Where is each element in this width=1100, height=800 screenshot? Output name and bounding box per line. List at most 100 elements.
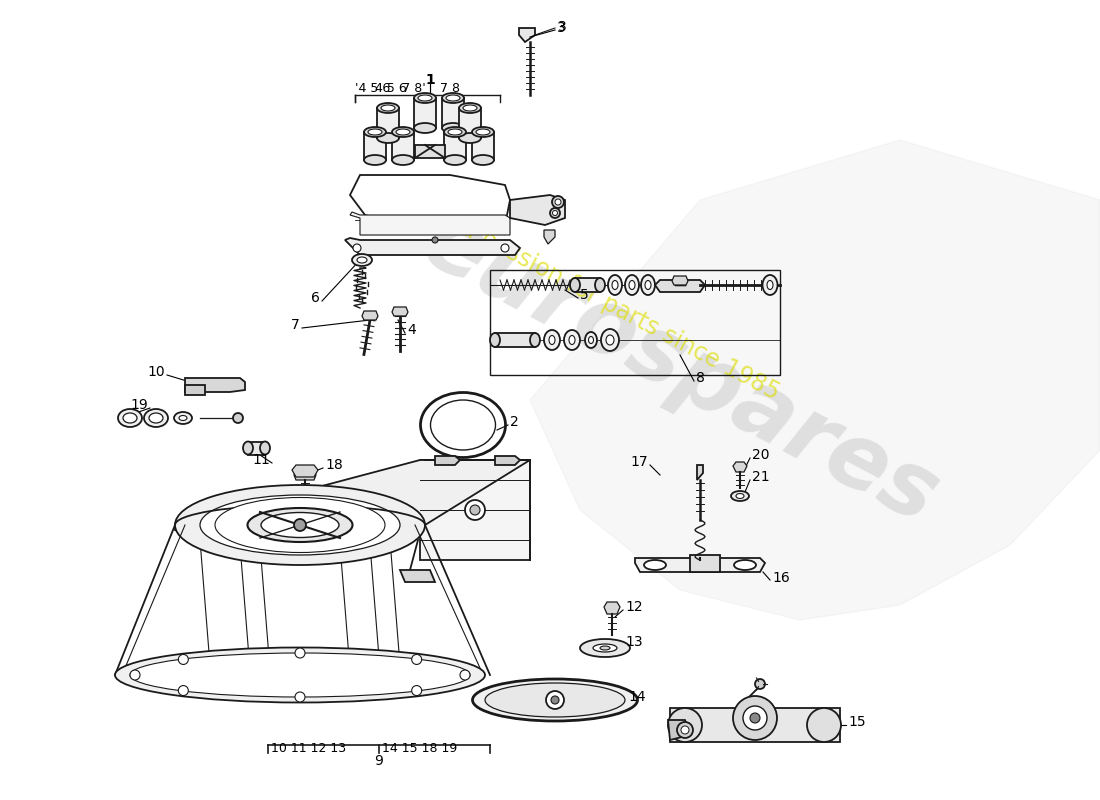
Ellipse shape: [444, 127, 466, 137]
Ellipse shape: [644, 560, 666, 570]
Polygon shape: [690, 555, 721, 572]
Text: 10: 10: [147, 365, 165, 379]
Ellipse shape: [116, 647, 485, 702]
Ellipse shape: [418, 95, 432, 101]
Text: 6: 6: [311, 291, 320, 305]
Circle shape: [465, 500, 485, 520]
Polygon shape: [414, 98, 436, 128]
Text: 5: 5: [580, 288, 588, 302]
Text: 18: 18: [324, 458, 343, 472]
Polygon shape: [294, 471, 316, 480]
Polygon shape: [670, 708, 840, 742]
Text: 19: 19: [130, 398, 148, 412]
Ellipse shape: [585, 332, 597, 348]
Ellipse shape: [148, 413, 163, 423]
Text: 10 11 12 13: 10 11 12 13: [271, 742, 346, 754]
Ellipse shape: [580, 639, 630, 657]
Ellipse shape: [448, 129, 462, 135]
Text: 8: 8: [696, 371, 705, 385]
Ellipse shape: [442, 93, 464, 103]
Circle shape: [411, 686, 421, 695]
Text: 20: 20: [752, 448, 770, 462]
Circle shape: [556, 199, 561, 205]
Text: 21: 21: [752, 470, 770, 484]
Text: 3: 3: [557, 21, 565, 35]
Ellipse shape: [214, 498, 385, 553]
Polygon shape: [654, 280, 705, 292]
Ellipse shape: [593, 644, 617, 652]
Polygon shape: [392, 307, 408, 316]
Polygon shape: [345, 238, 520, 255]
Ellipse shape: [544, 330, 560, 350]
Polygon shape: [362, 311, 378, 320]
Ellipse shape: [381, 105, 395, 111]
Circle shape: [750, 713, 760, 723]
Ellipse shape: [463, 105, 477, 111]
Circle shape: [294, 519, 306, 531]
Ellipse shape: [446, 95, 460, 101]
Ellipse shape: [144, 409, 168, 427]
Ellipse shape: [472, 127, 494, 137]
Polygon shape: [350, 212, 510, 235]
Polygon shape: [320, 518, 352, 524]
Circle shape: [353, 244, 361, 252]
Ellipse shape: [472, 155, 494, 165]
Polygon shape: [175, 460, 530, 525]
Circle shape: [807, 708, 842, 742]
Text: 12: 12: [625, 600, 642, 614]
Circle shape: [733, 696, 777, 740]
Ellipse shape: [473, 679, 638, 721]
Polygon shape: [495, 456, 520, 465]
Ellipse shape: [476, 129, 490, 135]
Text: a passion for parts since 1985: a passion for parts since 1985: [456, 215, 783, 405]
Ellipse shape: [629, 281, 635, 290]
Circle shape: [550, 208, 560, 218]
Ellipse shape: [606, 335, 614, 345]
Circle shape: [546, 691, 564, 709]
Text: 1: 1: [426, 73, 434, 87]
Ellipse shape: [595, 278, 605, 292]
Ellipse shape: [569, 335, 575, 345]
Polygon shape: [575, 278, 600, 292]
Polygon shape: [635, 558, 764, 572]
Polygon shape: [350, 175, 510, 230]
Polygon shape: [250, 518, 282, 524]
Polygon shape: [668, 720, 690, 740]
Text: 11: 11: [252, 453, 270, 467]
Ellipse shape: [601, 329, 619, 351]
Text: 14: 14: [628, 690, 646, 704]
Polygon shape: [185, 385, 205, 395]
Circle shape: [432, 237, 438, 243]
Ellipse shape: [243, 442, 253, 454]
Circle shape: [676, 722, 693, 738]
Ellipse shape: [608, 275, 622, 295]
Ellipse shape: [364, 127, 386, 137]
Text: 4 5 6: 4 5 6: [375, 82, 407, 94]
Text: 4: 4: [407, 323, 416, 337]
Polygon shape: [519, 28, 535, 42]
Polygon shape: [530, 140, 1100, 620]
Circle shape: [552, 210, 558, 215]
Ellipse shape: [625, 275, 639, 295]
Text: 14 15 18 19: 14 15 18 19: [382, 742, 458, 754]
Polygon shape: [392, 132, 414, 160]
Polygon shape: [364, 132, 386, 160]
Text: 7 8: 7 8: [440, 82, 460, 94]
Ellipse shape: [459, 103, 481, 113]
Circle shape: [552, 196, 564, 208]
Ellipse shape: [444, 155, 466, 165]
Ellipse shape: [179, 415, 187, 421]
Circle shape: [130, 670, 140, 680]
Polygon shape: [420, 460, 530, 560]
Text: 16: 16: [772, 571, 790, 585]
Text: 17: 17: [630, 455, 648, 469]
Circle shape: [233, 413, 243, 423]
Ellipse shape: [767, 281, 773, 290]
Ellipse shape: [200, 495, 400, 555]
Polygon shape: [377, 108, 399, 138]
Text: '4 5 6   7 8': '4 5 6 7 8': [355, 82, 426, 94]
Ellipse shape: [261, 513, 339, 538]
Ellipse shape: [732, 491, 749, 501]
Ellipse shape: [123, 413, 138, 423]
Ellipse shape: [414, 123, 436, 133]
